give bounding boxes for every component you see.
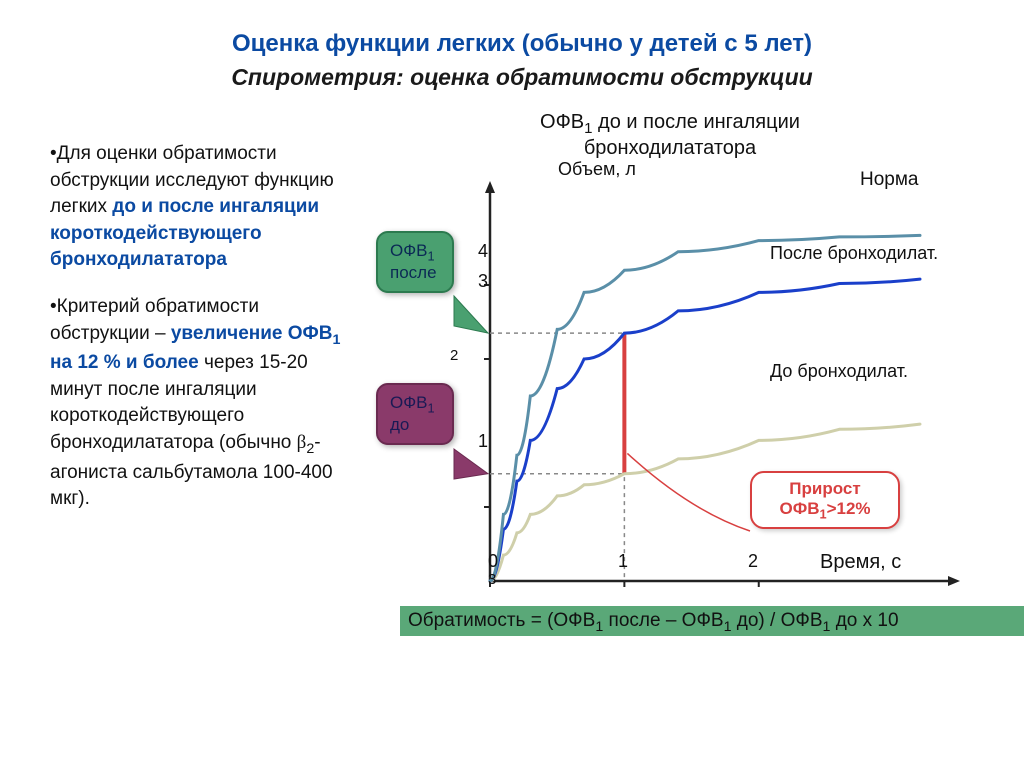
formula-t4: до х 10 <box>830 610 898 631</box>
xtick-3-offset: 3 <box>488 571 496 588</box>
bullet2-emph-sub: 1 <box>332 331 340 347</box>
bullet2-beta: β <box>297 432 307 453</box>
xtick-2: 2 <box>748 551 758 572</box>
callout-gain-sub: 1 <box>819 506 826 521</box>
x-axis-label: Время, с <box>820 551 901 574</box>
slide-title-1: Оценка функции легких (обычно у детей с … <box>50 30 994 58</box>
chart-area: ОФВ1 до и после ингаляции бронходилатато… <box>370 111 994 651</box>
y-axis-label: Объем, л <box>558 159 636 180</box>
callout-before-sub: 1 <box>428 400 435 415</box>
callout-gain: Прирост ОФВ1>12% <box>750 471 900 529</box>
callout-before: ОФВ1 до <box>376 383 454 445</box>
curve-label-norm: Норма <box>860 169 918 191</box>
callout-after-sub: 1 <box>428 248 435 263</box>
ytick-2-offset: 2 <box>450 347 458 364</box>
formula-t3: до) / ОФВ <box>732 610 823 631</box>
bullet-1: •Для оценки обратимости обструкции иссле… <box>50 141 360 274</box>
formula-bar: Обратимость = (ОФВ1 после – ОФВ1 до) / О… <box>400 606 1024 636</box>
bullet2-emph: увеличение ОФВ <box>171 323 333 344</box>
xtick-0: 0 <box>488 551 498 572</box>
callout-before-post: до <box>390 415 409 434</box>
curve-label-after: После бронходилат. <box>770 243 938 264</box>
callout-after-pre: ОФВ <box>390 241 428 260</box>
chart-title-pre: ОФВ <box>540 111 584 133</box>
curve-label-before: До бронходилат. <box>770 361 908 382</box>
ytick-1: 1 <box>478 431 488 452</box>
bullet2-emph-tail: на 12 % и более <box>50 352 199 373</box>
left-text-block: •Для оценки обратимости обструкции иссле… <box>50 111 370 651</box>
callout-after: ОФВ1 после <box>376 231 454 293</box>
formula-s2: 1 <box>724 619 732 635</box>
formula-t2: после – ОФВ <box>603 610 723 631</box>
callout-after-post: после <box>390 263 437 282</box>
ytick-3: 3 <box>478 271 488 292</box>
callout-gain-post: >12% <box>827 499 871 518</box>
ytick-4: 4 <box>478 241 488 262</box>
bullet-2: •Критерий обратимости обструкции – увели… <box>50 294 360 513</box>
formula-t1: Обратимость = (ОФВ <box>408 610 595 631</box>
callout-before-pre: ОФВ <box>390 393 428 412</box>
chart-title-sub: 1 <box>584 120 592 137</box>
slide-title-2: Спирометрия: оценка обратимости обструкц… <box>50 64 994 91</box>
xtick-1: 1 <box>618 551 628 572</box>
